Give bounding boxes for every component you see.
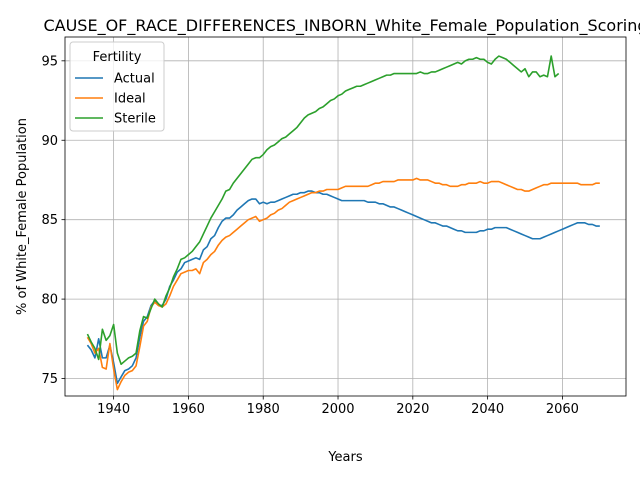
series-line-sterile bbox=[86, 55, 560, 366]
y-tick-label: 80 bbox=[41, 293, 58, 308]
axis-ticks: 1940 1960 1980 2000 2020 2040 2060 75 80 85 90 95 bbox=[41, 54, 579, 417]
legend-entries: Actual Ideal Sterile bbox=[75, 72, 156, 127]
y-tick-label: 90 bbox=[41, 134, 58, 149]
x-tick-label: 1980 bbox=[247, 402, 280, 417]
legend-label-actual: Actual bbox=[114, 72, 155, 87]
grid bbox=[65, 37, 626, 396]
x-tick-label: 2060 bbox=[546, 402, 579, 417]
y-axis-label: % of White_Female Population bbox=[15, 118, 30, 315]
x-tick-label: 2040 bbox=[471, 402, 504, 417]
series-layer bbox=[86, 55, 600, 391]
x-tick-label: 2000 bbox=[321, 402, 354, 417]
plot-frame bbox=[64, 36, 627, 397]
x-tick-label: 1940 bbox=[97, 402, 130, 417]
y-tick-label: 95 bbox=[41, 54, 58, 69]
chart-title: CAUSE_OF_RACE_DIFFERENCES_INBORN_White_F… bbox=[43, 16, 640, 36]
series-line-ideal bbox=[86, 177, 600, 391]
legend-label-ideal: Ideal bbox=[114, 92, 146, 107]
y-tick-label: 85 bbox=[41, 213, 58, 228]
legend: Fertility Actual Ideal Sterile bbox=[69, 41, 165, 132]
x-tick-label: 1960 bbox=[172, 402, 205, 417]
legend-label-sterile: Sterile bbox=[114, 112, 156, 127]
x-axis-label: Years bbox=[327, 450, 363, 465]
y-tick-label: 75 bbox=[41, 372, 58, 387]
x-tick-label: 2020 bbox=[396, 402, 429, 417]
legend-box bbox=[69, 41, 165, 132]
legend-title: Fertility bbox=[93, 50, 142, 65]
